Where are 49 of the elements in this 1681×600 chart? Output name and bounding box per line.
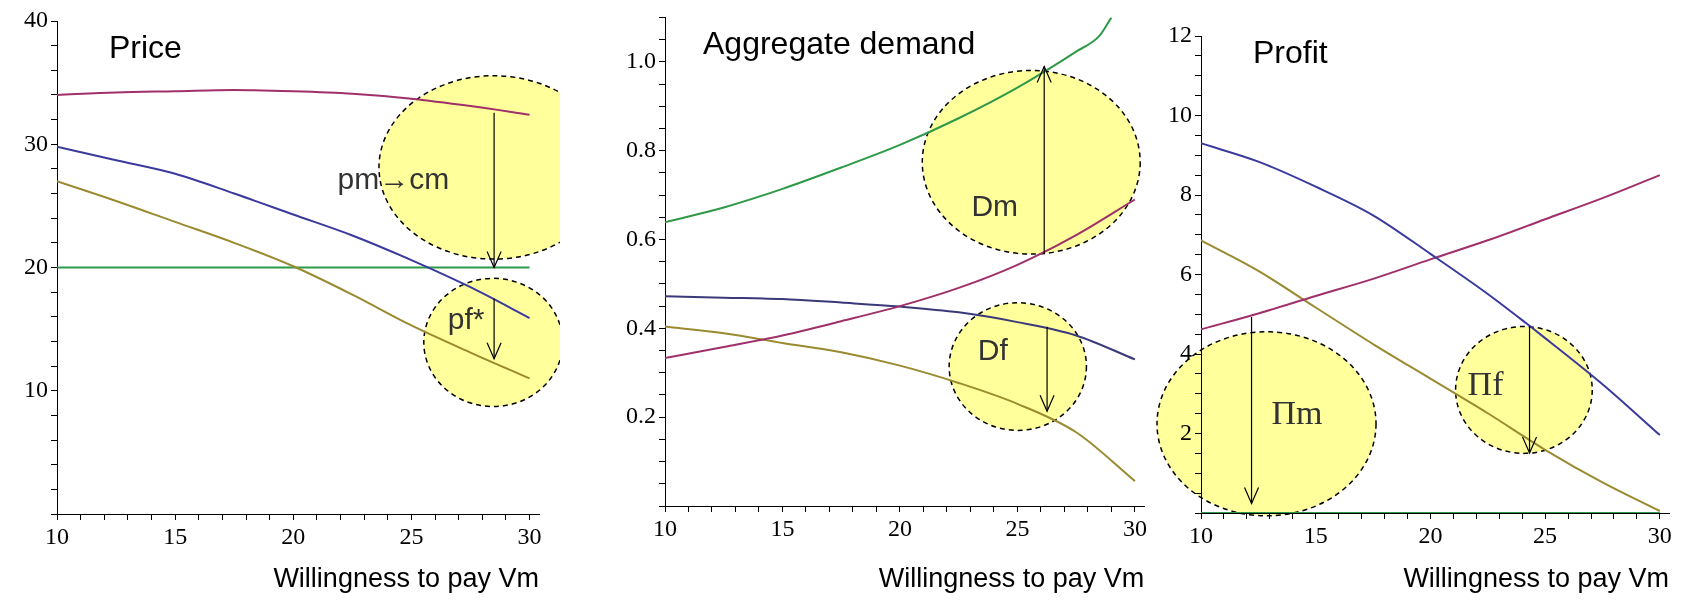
chart-title: Aggregate demand (703, 25, 976, 62)
line-series (1201, 142, 1661, 437)
y-tick-label: 8 (1180, 180, 1192, 207)
annotation: Df (977, 332, 1008, 366)
x-tick-label: 15 (163, 522, 188, 549)
y-tick-label: 1.0 (626, 47, 656, 74)
y-tick-label: 0.6 (626, 224, 656, 251)
chart-title: Profit (1253, 33, 1328, 70)
chart-title: Price (109, 28, 182, 65)
line-series (1201, 239, 1661, 513)
y-tick-label: 4 (1180, 339, 1192, 366)
line-series (665, 325, 1136, 483)
x-tick-label: 10 (653, 514, 677, 541)
x-tick-label: 20 (281, 522, 306, 549)
annotation: Πm (1271, 393, 1323, 431)
x-tick-label: 20 (1418, 521, 1443, 548)
x-axis-title: Willingness to pay Vm (878, 563, 1145, 594)
x-tick-label: 25 (399, 522, 424, 549)
y-tick-label: 20 (24, 252, 48, 279)
y-tick-label: 0.4 (626, 313, 656, 340)
annotation: Dm (971, 189, 1019, 223)
x-tick-label: 25 (1005, 514, 1030, 541)
y-tick-label: 10 (24, 376, 48, 403)
x-axis-title: Willingness to pay Vm (1403, 563, 1669, 594)
y-tick-label: 0.2 (626, 402, 656, 429)
line-series (665, 295, 1136, 361)
x-tick-label: 20 (887, 514, 912, 541)
annotation: Πf (1467, 365, 1504, 403)
y-tick-label: 0.8 (626, 135, 656, 162)
y-tick-label: 12 (1168, 21, 1192, 48)
x-axis-title: Willingness to pay Vm (273, 563, 539, 594)
x-tick-label: 10 (45, 522, 69, 549)
x-tick-label: 25 (1533, 521, 1558, 548)
y-tick-label: 10 (1168, 100, 1192, 127)
y-tick-label: 30 (24, 129, 48, 156)
y-tick-label: 40 (24, 6, 48, 33)
y-tick-label: 2 (1180, 418, 1192, 445)
x-tick-label: 15 (770, 514, 795, 541)
x-tick-label: 15 (1303, 521, 1328, 548)
x-tick-label: 30 (1647, 521, 1672, 548)
annotation: pm→cm (337, 162, 450, 196)
x-tick-label: 30 (1122, 514, 1147, 541)
line-series (665, 198, 1136, 360)
line-series (1201, 174, 1661, 331)
line-series (57, 89, 531, 116)
x-tick-label: 30 (517, 522, 542, 549)
line-series (665, 17, 1113, 224)
y-tick-label: 6 (1180, 259, 1192, 286)
annotation: pf* (447, 301, 485, 335)
